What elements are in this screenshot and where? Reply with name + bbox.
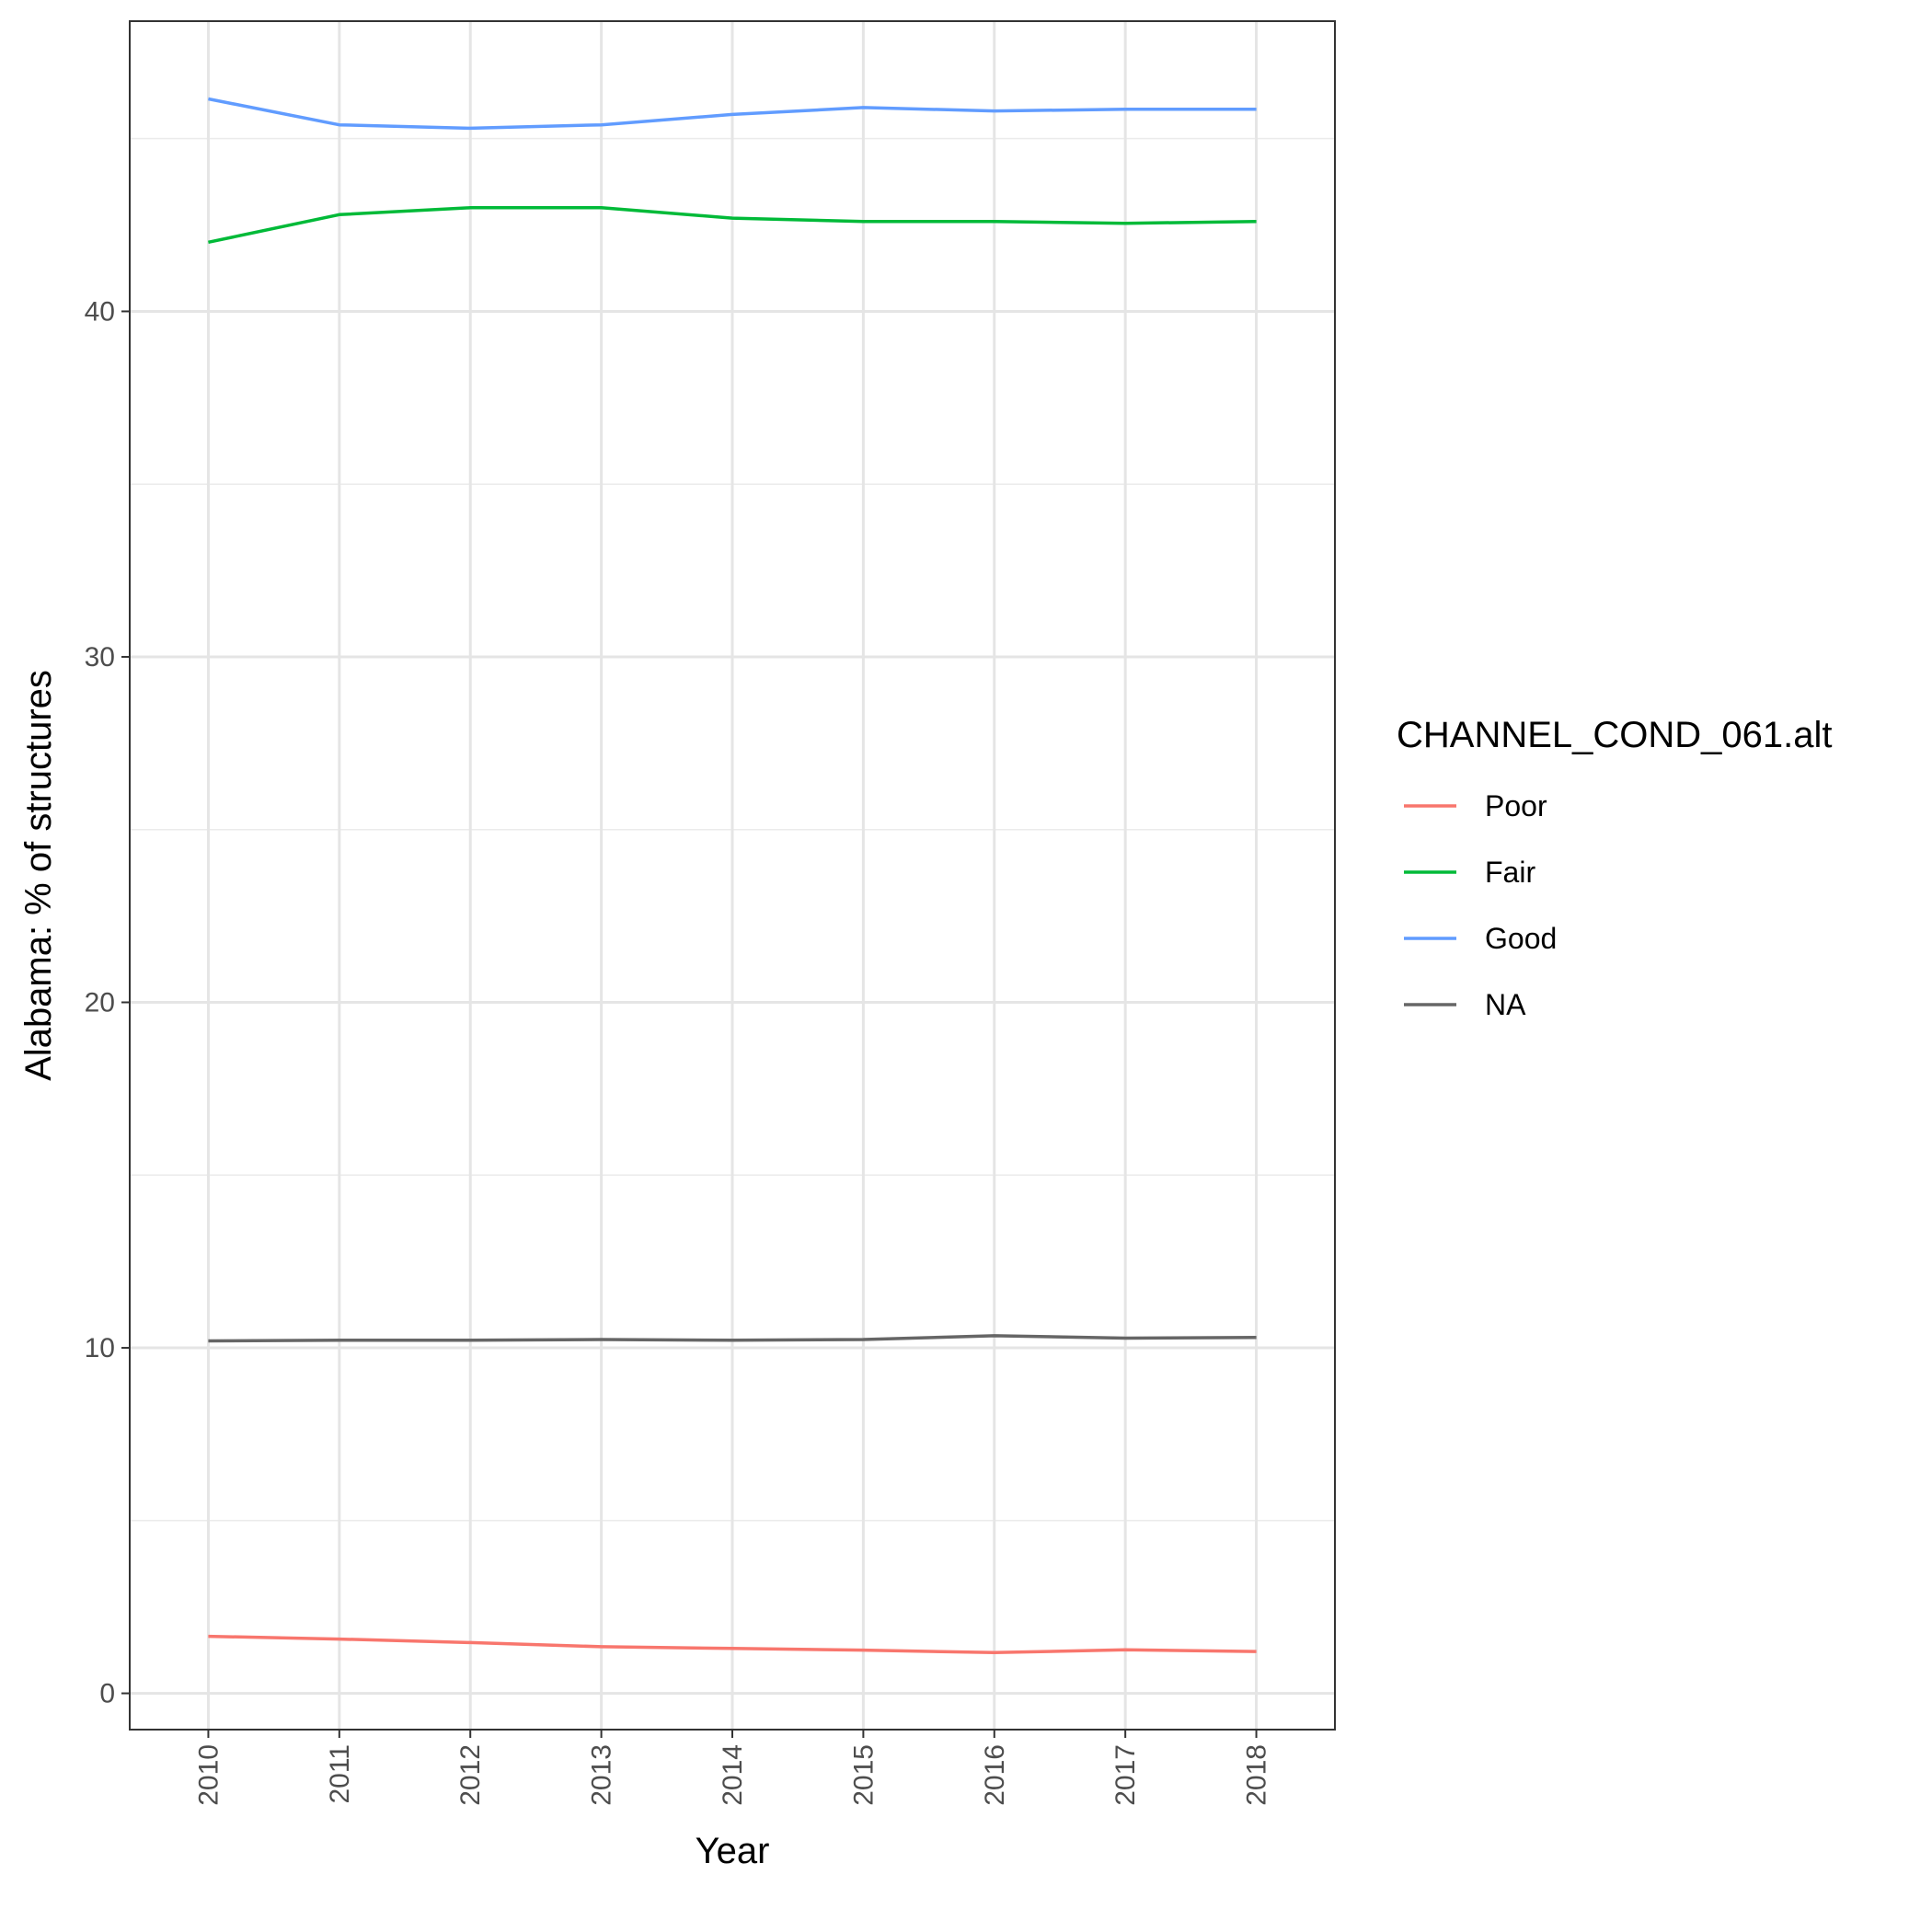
legend-label-fair: Fair xyxy=(1485,856,1535,889)
legend-items: Poor Fair Good NA xyxy=(1404,789,1557,1021)
series-line-fair xyxy=(208,206,1257,245)
major-gridlines xyxy=(130,21,1335,1730)
legend-label-na: NA xyxy=(1485,988,1526,1021)
legend: CHANNEL_COND_061.alt Poor Fair Good NA xyxy=(1397,715,1833,1021)
x-tick-label: 2018 xyxy=(1242,1744,1272,1806)
series-line-na xyxy=(208,1334,1257,1343)
y-tick-label: 30 xyxy=(85,642,115,673)
x-axis-title: Year xyxy=(696,1831,770,1871)
series-line-good xyxy=(208,97,1257,131)
x-tick-label: 2016 xyxy=(980,1744,1010,1806)
x-tick-label: 2012 xyxy=(455,1744,486,1806)
y-tick-label: 20 xyxy=(85,988,115,1018)
x-tick-label: 2015 xyxy=(848,1744,879,1806)
x-axis: 2010 2011 2012 2013 2014 2015 2016 2017 2018 xyxy=(193,1730,1272,1806)
series-lines xyxy=(208,97,1257,1655)
legend-title: CHANNEL_COND_061.alt xyxy=(1397,715,1833,755)
y-tick-label: 10 xyxy=(85,1333,115,1363)
y-axis: 0 10 20 30 40 xyxy=(85,296,130,1709)
legend-label-poor: Poor xyxy=(1485,789,1547,822)
legend-label-good: Good xyxy=(1485,922,1557,955)
x-tick-label: 2017 xyxy=(1110,1744,1141,1806)
series-line-poor xyxy=(208,1634,1257,1655)
x-tick-label: 2010 xyxy=(193,1744,224,1806)
y-tick-label: 0 xyxy=(99,1679,115,1709)
x-tick-label: 2011 xyxy=(325,1744,355,1804)
x-tick-label: 2013 xyxy=(587,1744,617,1806)
y-axis-title: Alabama: % of structures xyxy=(18,670,59,1081)
y-tick-label: 40 xyxy=(85,296,115,327)
x-tick-label: 2014 xyxy=(718,1744,748,1806)
